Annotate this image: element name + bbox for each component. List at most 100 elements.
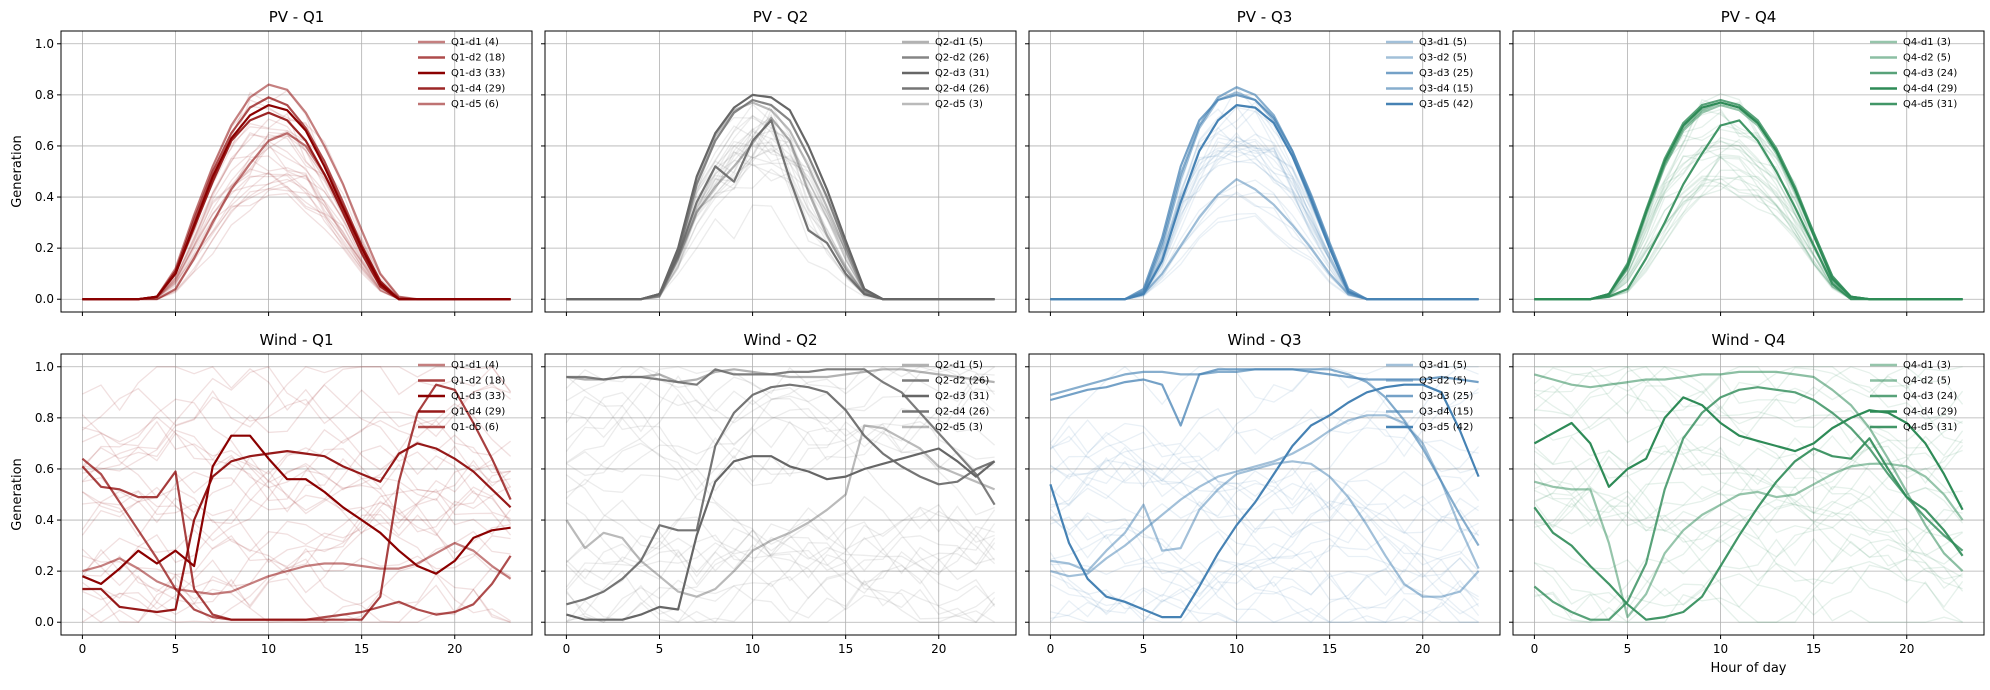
x-tick-label: 15 [1806, 642, 1821, 656]
x-tick-label: 10 [261, 642, 276, 656]
background-trace [565, 391, 996, 574]
background-trace [1533, 522, 1963, 623]
axes-frame [60, 30, 533, 313]
panel-title: Wind - Q4 [1712, 331, 1786, 349]
background-trace [1050, 160, 1479, 300]
background-trace [82, 486, 511, 569]
background-trace [1050, 442, 1479, 552]
legend-label: Q2-d1 (5) [935, 360, 983, 371]
background-trace [1534, 111, 1963, 300]
legend-label: Q4-d2 (5) [1903, 376, 1951, 387]
background-trace [565, 550, 996, 623]
background-trace [82, 155, 511, 300]
x-tick-label: 20 [1899, 642, 1914, 656]
background-trace [1050, 212, 1479, 300]
background-trace [1050, 534, 1479, 623]
background-trace [82, 530, 511, 623]
legend-label: Q4-d4 (29) [1903, 84, 1957, 95]
background-trace [82, 555, 511, 624]
background-trace [82, 140, 511, 300]
legend-label: Q3-d3 (25) [1419, 391, 1473, 402]
background-trace [1050, 497, 1479, 584]
x-tick-label: 20 [931, 642, 946, 656]
series-line-1 [1050, 460, 1480, 598]
background-trace [566, 136, 995, 300]
background-trace [1533, 366, 1963, 444]
y-tick-label: 0.4 [35, 513, 54, 527]
x-tick-label: 15 [354, 642, 369, 656]
background-trace [565, 542, 995, 623]
background-trace [1049, 552, 1479, 624]
background-trace [1049, 446, 1479, 534]
background-trace [1533, 562, 1964, 623]
background-trace [82, 131, 511, 300]
background-trace [82, 419, 511, 475]
background-trace [82, 366, 512, 431]
legend-label: Q1-d5 (6) [451, 99, 499, 110]
background-trace [1050, 215, 1479, 300]
background-trace [1050, 131, 1479, 300]
series-line-4 [82, 442, 512, 614]
background-trace [1050, 101, 1479, 300]
background-trace [1050, 191, 1479, 300]
background-trace [1050, 193, 1479, 300]
panel-title: Wind - Q1 [260, 331, 334, 349]
background-trace [1049, 365, 1479, 444]
x-tick-label: 20 [1415, 642, 1430, 656]
background-trace [82, 168, 511, 300]
x-tick-label: 0 [1047, 642, 1055, 656]
series-line-3 [566, 447, 996, 621]
background-trace [565, 524, 996, 581]
panel-pv-4: PV - Q4 Q4-d1 (3) Q4-d2 (5) Q4-d3 (24) Q4-d4… [1509, 8, 1985, 316]
background-trace [1534, 498, 1963, 617]
panel-title: PV - Q4 [1721, 8, 1777, 26]
legend-label: Q3-d2 (5) [1419, 376, 1467, 387]
y-tick-label: 0.0 [35, 615, 54, 629]
background-trace [81, 489, 511, 564]
series-line-2 [1534, 370, 1964, 572]
axes-frame [544, 353, 1017, 636]
background-trace [565, 366, 995, 452]
background-trace [566, 204, 995, 300]
background-trace [1534, 366, 1964, 470]
legend-label: Q4-d3 (24) [1903, 391, 1957, 402]
background-trace [566, 442, 996, 624]
background-trace [565, 427, 996, 537]
panel-pv-1: PV - Q1 0.0 0.2 0.4 0.6 0.8 1.0 Generation Q1-d1… [10, 8, 533, 316]
y-axis-label: Generation [10, 135, 25, 208]
panel-title: PV - Q2 [753, 8, 809, 26]
background-trace [1050, 391, 1479, 536]
legend-label: Q2-d5 (3) [935, 422, 983, 433]
background-trace [82, 465, 512, 542]
plot-area [1533, 366, 1964, 624]
legend-label: Q4-d4 (29) [1903, 407, 1957, 418]
y-axis-label: Generation [10, 458, 25, 531]
axes-frame [1512, 353, 1985, 636]
background-trace [1534, 385, 1963, 452]
background-trace [1049, 544, 1480, 623]
background-trace [565, 499, 995, 586]
background-trace [566, 113, 995, 300]
panel-pv-3: PV - Q3 Q3-d1 (5) Q3-d2 (5) Q3-d3 (25) Q3-d4… [1025, 8, 1501, 316]
background-trace [1050, 108, 1479, 300]
series-line-1 [1534, 103, 1963, 301]
background-trace [1534, 155, 1963, 300]
plot-area [82, 83, 511, 301]
background-trace [1049, 387, 1480, 458]
panel-wind-1: Wind - Q1 0 5 10 15 20 0.0 0.2 0.4 0.6 0.8 1.0 Gener… [10, 331, 533, 656]
background-trace [566, 572, 995, 623]
legend-label: Q4-d3 (24) [1903, 68, 1957, 79]
background-trace [81, 445, 512, 575]
y-tick-label: 1.0 [35, 37, 54, 51]
background-trace [1533, 393, 1963, 538]
background-trace [1534, 489, 1963, 546]
y-tick-label: 0.4 [35, 190, 54, 204]
x-tick-label: 0 [79, 642, 87, 656]
background-trace [1534, 366, 1964, 420]
background-trace [1534, 366, 1963, 557]
background-trace [1050, 366, 1479, 474]
legend-label: Q2-d2 (26) [935, 376, 989, 387]
background-trace [82, 142, 511, 300]
background-trace [82, 488, 512, 607]
background-trace [82, 133, 511, 300]
